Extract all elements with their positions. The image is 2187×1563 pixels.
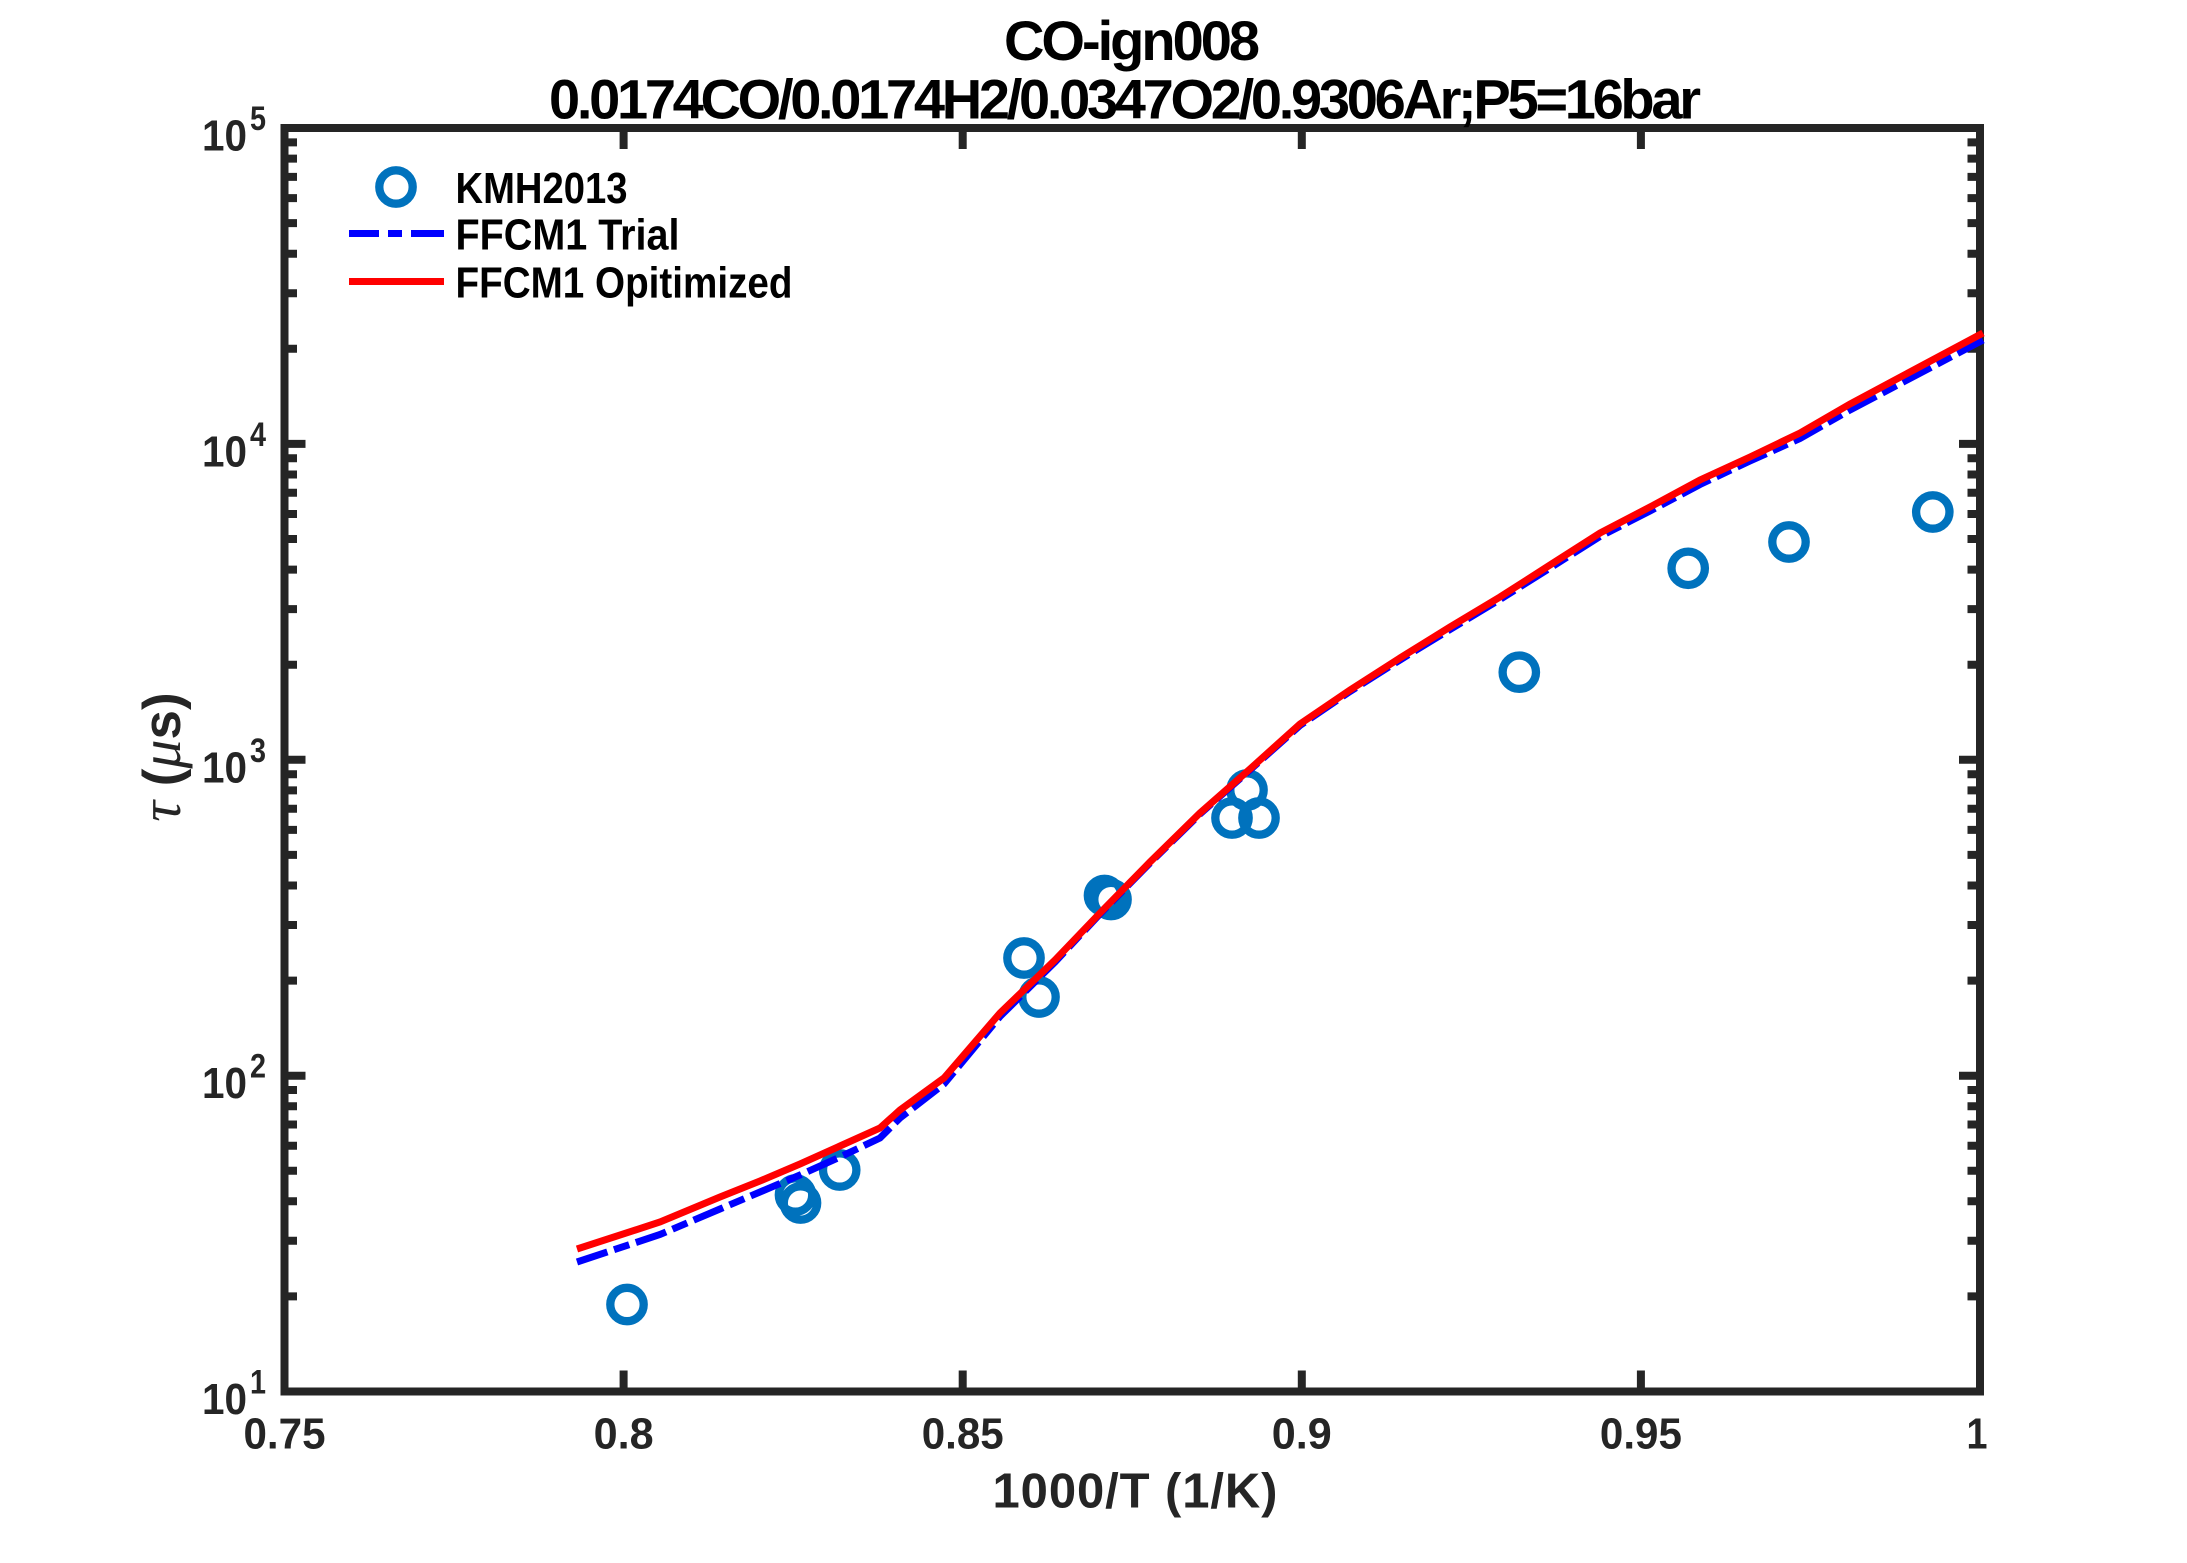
svg-text:10: 10	[202, 427, 247, 476]
svg-text:1: 1	[1967, 1410, 1988, 1459]
svg-text:10: 10	[202, 743, 247, 792]
svg-text:3: 3	[250, 732, 266, 770]
svg-text:5: 5	[250, 100, 266, 138]
svg-text:10: 10	[202, 112, 247, 161]
svg-text:10: 10	[202, 1375, 247, 1424]
svg-text:1000/T (1/K): 1000/T (1/K)	[993, 1465, 1278, 1519]
svg-text:CO-ign008: CO-ign008	[1004, 9, 1260, 72]
svg-text:0.75: 0.75	[244, 1410, 326, 1459]
svg-text:1: 1	[250, 1364, 266, 1402]
svg-text:0.85: 0.85	[922, 1410, 1004, 1459]
svg-text:0.9: 0.9	[1272, 1410, 1332, 1459]
svg-text:4: 4	[250, 416, 266, 454]
svg-text:0.8: 0.8	[594, 1410, 654, 1459]
svg-text:0.0174CO/0.0174H2/0.0347O2/0.9: 0.0174CO/0.0174H2/0.0347O2/0.9306Ar;P5=1…	[549, 68, 1701, 131]
svg-text:FFCM1 Trial: FFCM1 Trial	[456, 211, 680, 260]
svg-text:2: 2	[250, 1048, 266, 1086]
svg-text:FFCM1 Opitimized: FFCM1 Opitimized	[456, 259, 793, 308]
svg-text:τ (μs): τ (μs)	[128, 692, 193, 821]
svg-text:KMH2013: KMH2013	[456, 164, 628, 213]
svg-text:10: 10	[202, 1059, 247, 1108]
svg-text:0.95: 0.95	[1600, 1410, 1682, 1459]
